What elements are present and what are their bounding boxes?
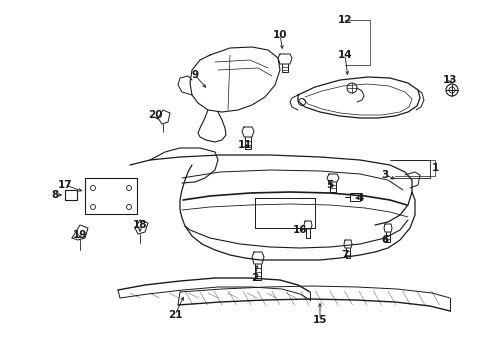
Text: 3: 3 [381,170,388,180]
Text: 15: 15 [312,315,326,325]
Bar [85,178,137,214]
Text: 2: 2 [251,273,258,283]
Text: 4: 4 [356,193,363,203]
Bar [349,193,359,201]
Text: 7: 7 [341,250,348,260]
Text: 20: 20 [147,110,162,120]
Text: 8: 8 [51,190,59,200]
Text: 16: 16 [292,225,306,235]
Text: 17: 17 [58,180,72,190]
Text: 12: 12 [337,15,351,25]
Text: 6: 6 [381,235,388,245]
Bar [65,190,77,200]
Text: 5: 5 [325,180,333,190]
Text: 18: 18 [132,220,147,230]
Text: 19: 19 [73,230,87,240]
Text: 21: 21 [167,310,182,320]
Text: 10: 10 [272,30,286,40]
Text: 11: 11 [237,140,252,150]
Text: 13: 13 [442,75,456,85]
Text: 14: 14 [337,50,351,60]
Text: 9: 9 [191,70,198,80]
Text: 1: 1 [430,163,438,173]
